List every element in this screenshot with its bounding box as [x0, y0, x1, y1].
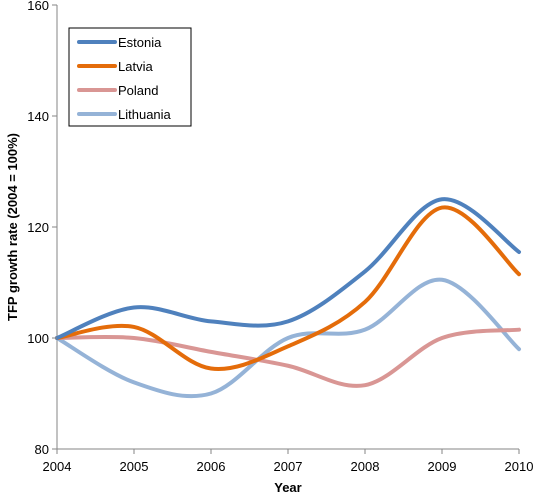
legend: Estonia Latvia Poland Lithuania	[68, 27, 192, 127]
legend-label-lithuania: Lithuania	[118, 107, 172, 122]
y-tick-label: 100	[27, 331, 49, 346]
series-line-estonia	[55, 197, 521, 340]
legend-label-latvia: Latvia	[118, 59, 153, 74]
tick-labels: 80 100 120 140 160 2004 2005 2006 2007 2008 2009 20…	[27, 0, 533, 474]
legend-label-estonia: Estonia	[118, 35, 162, 50]
legend-box	[68, 27, 192, 127]
series-line-poland	[55, 327, 521, 388]
x-tick-label: 2007	[274, 459, 303, 474]
x-tick-label: 2004	[43, 459, 72, 474]
x-tick-label: 2008	[351, 459, 380, 474]
y-tick-label: 120	[27, 220, 49, 235]
legend-label-poland: Poland	[118, 83, 158, 98]
y-tick-label: 80	[35, 442, 49, 457]
series-line-latvia	[55, 205, 521, 371]
y-tick-label: 160	[27, 0, 49, 13]
x-tick-label: 2006	[197, 459, 226, 474]
series-layer	[55, 197, 521, 399]
y-tick-label: 140	[27, 109, 49, 124]
x-tick-label: 2009	[428, 459, 457, 474]
x-tick-label: 2005	[120, 459, 149, 474]
y-axis-title: TFP growth rate (2004 = 100%)	[5, 133, 20, 321]
x-tick-label: 2010	[505, 459, 534, 474]
x-axis-title: Year	[274, 480, 301, 494]
series-line-lithuania	[55, 277, 521, 399]
